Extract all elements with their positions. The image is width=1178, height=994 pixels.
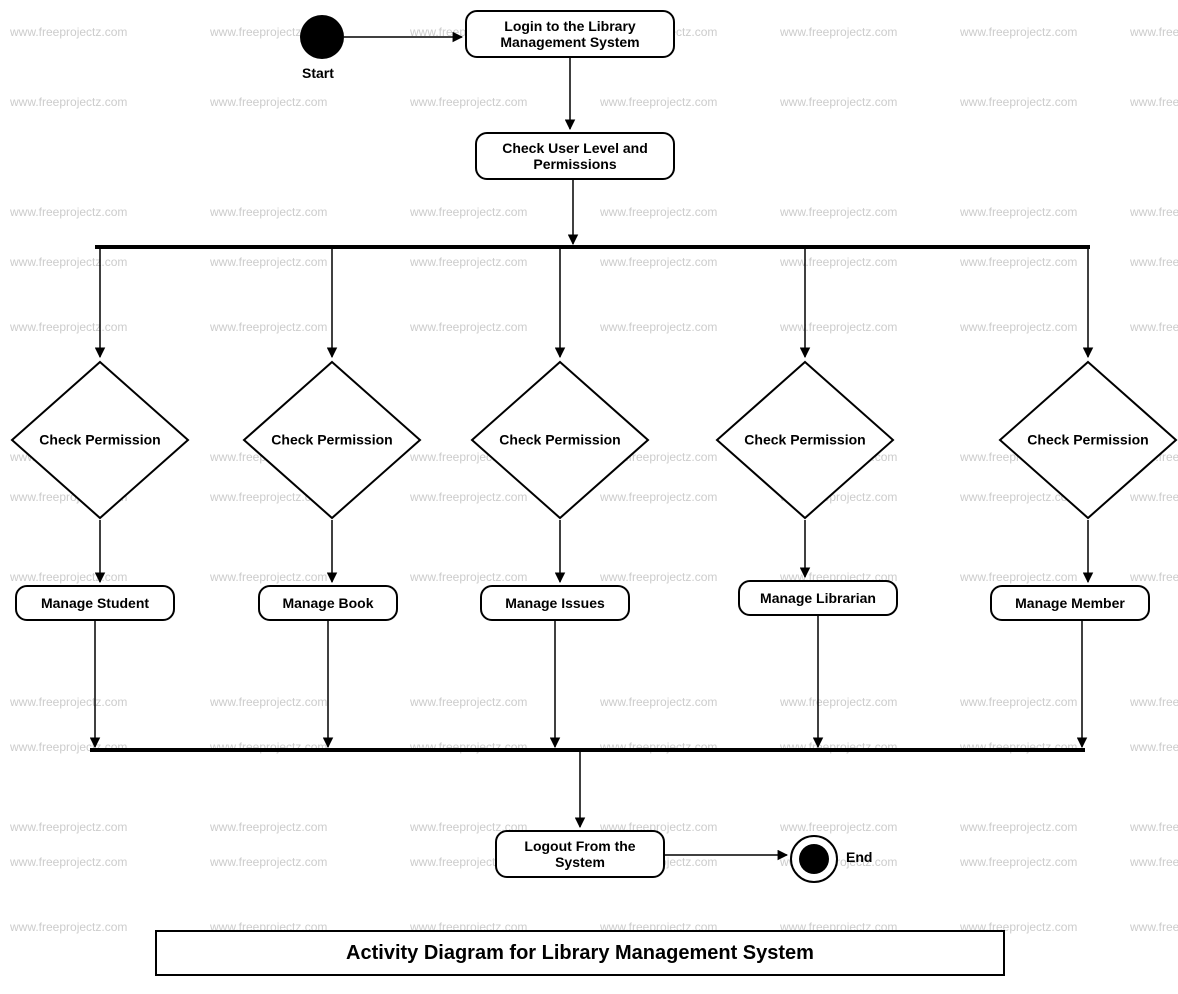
end-node bbox=[790, 835, 838, 883]
decision-4: Check Permission bbox=[715, 360, 895, 520]
logout-box: Logout From the System bbox=[495, 830, 665, 878]
check-level-box: Check User Level and Permissions bbox=[475, 132, 675, 180]
login-box: Login to the Library Management System bbox=[465, 10, 675, 58]
diagram-title: Activity Diagram for Library Management … bbox=[155, 930, 1005, 976]
manage-librarian-box: Manage Librarian bbox=[738, 580, 898, 616]
start-label: Start bbox=[302, 65, 334, 81]
decision-3: Check Permission bbox=[470, 360, 650, 520]
start-node bbox=[300, 15, 344, 59]
manage-book-box: Manage Book bbox=[258, 585, 398, 621]
decision-1: Check Permission bbox=[10, 360, 190, 520]
manage-issues-box: Manage Issues bbox=[480, 585, 630, 621]
decision-2: Check Permission bbox=[242, 360, 422, 520]
end-label: End bbox=[846, 849, 872, 865]
manage-member-box: Manage Member bbox=[990, 585, 1150, 621]
decision-5: Check Permission bbox=[998, 360, 1178, 520]
manage-student-box: Manage Student bbox=[15, 585, 175, 621]
